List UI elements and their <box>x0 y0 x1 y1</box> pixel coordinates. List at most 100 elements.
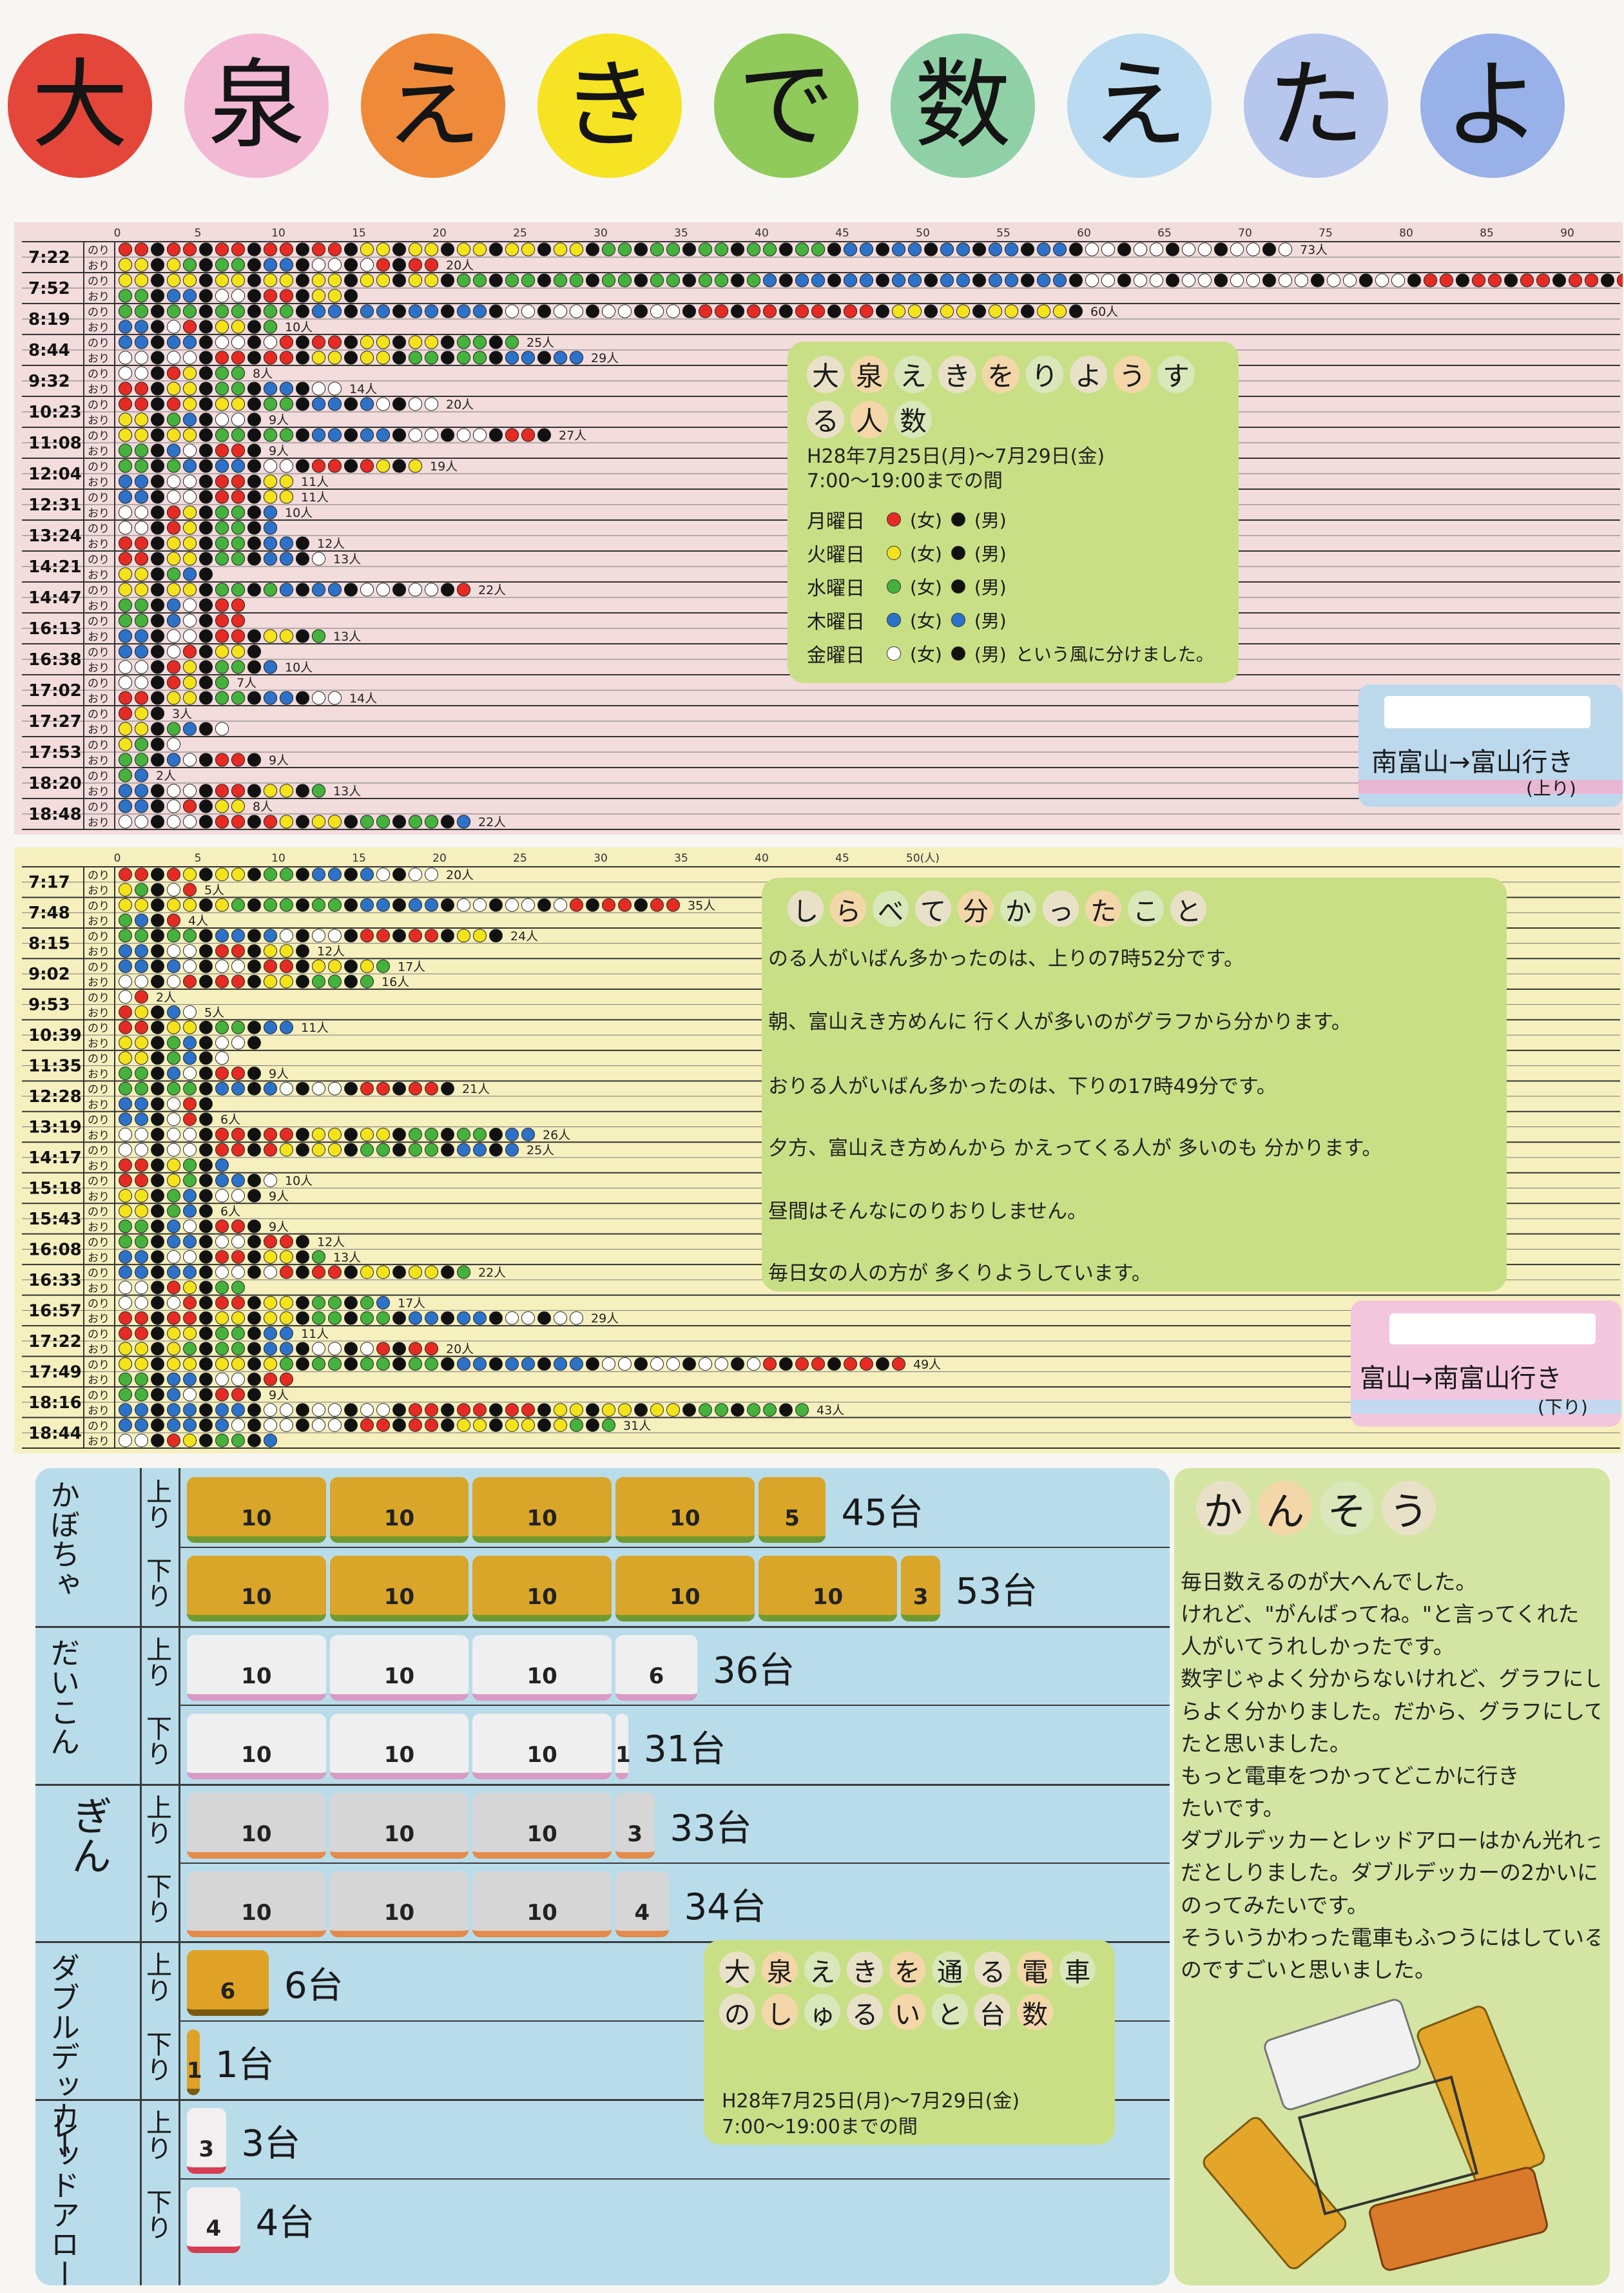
person-dot <box>247 691 262 705</box>
segment-count: 10 <box>383 1821 415 1847</box>
person-dot <box>521 351 536 365</box>
row-type-label: おり <box>88 817 110 829</box>
train-down-illustration: 富山→南富山行き (下り) <box>1351 1301 1621 1427</box>
person-dot <box>150 304 165 318</box>
person-dot <box>537 351 552 365</box>
person-dot <box>441 1403 454 1417</box>
person-dot <box>119 1051 132 1065</box>
person-dot <box>263 304 278 318</box>
person-dot <box>119 1081 132 1096</box>
person-dot <box>119 1403 132 1417</box>
time-label: 7:17 <box>28 873 70 893</box>
person-dot <box>343 304 358 318</box>
person-dot <box>279 273 294 287</box>
person-dot <box>392 929 406 943</box>
person-dot <box>119 1326 132 1340</box>
count-label: 3人 <box>172 707 192 721</box>
ridership-hours: 7:00〜19:00までの間 <box>807 470 1003 492</box>
segment-count: 10 <box>241 1742 272 1768</box>
person-dot <box>650 304 664 318</box>
row-type-label: おり <box>88 1190 110 1203</box>
person-dot <box>247 1342 261 1356</box>
person-dot <box>295 428 310 442</box>
person-dot <box>118 660 133 674</box>
person-dot <box>505 1418 519 1432</box>
direction-label: 下り <box>142 1557 171 1609</box>
person-dot <box>472 335 487 349</box>
ridership-title-char-2: え <box>894 356 932 393</box>
x-tick-label: 55 <box>996 227 1010 240</box>
vehicle-row-rule <box>179 2020 1170 2022</box>
person-dot <box>247 1372 261 1386</box>
count-label: 9人 <box>269 753 289 768</box>
count-label: 10人 <box>285 661 313 675</box>
person-dot <box>1552 273 1567 287</box>
person-dot <box>360 898 374 912</box>
vehicle-segment: 10 <box>187 1872 326 1937</box>
row-type-label: のり <box>88 770 110 783</box>
person-dot <box>215 552 229 566</box>
vehicle-segment: 1 <box>615 1714 631 1780</box>
legend-female-label: (女) <box>910 577 942 598</box>
person-dot <box>247 1081 261 1096</box>
count-label: 20人 <box>446 1342 474 1357</box>
person-dot <box>247 1174 261 1188</box>
person-dot <box>183 1005 197 1019</box>
person-dot <box>376 1265 390 1279</box>
person-dot <box>167 1235 180 1249</box>
person-dot <box>166 397 181 411</box>
person-dot <box>376 273 391 287</box>
person-dot <box>166 382 181 396</box>
person-dot <box>473 1357 487 1371</box>
person-dot <box>199 944 213 958</box>
person-dot <box>215 929 229 943</box>
ridership-title-char-4: を <box>982 356 1020 393</box>
person-dot <box>360 304 374 318</box>
person-dot <box>328 1403 342 1417</box>
person-dot <box>328 1311 342 1325</box>
person-dot <box>521 304 536 318</box>
ridership-legend-title: 大泉えきをりようする人数 <box>807 356 1226 438</box>
person-dot <box>198 397 213 411</box>
count-label: 6人 <box>220 1205 240 1219</box>
person-dot <box>231 1403 245 1417</box>
ridership-title-char-5: り <box>1026 356 1063 393</box>
vehicle-segment: 10 <box>187 1792 326 1859</box>
person-dot <box>263 521 278 535</box>
person-dot <box>360 1296 374 1310</box>
person-dot <box>118 505 133 519</box>
person-dot <box>295 304 310 318</box>
person-dot <box>167 913 180 927</box>
segment-count: 6 <box>648 1663 664 1689</box>
person-dot <box>940 304 954 318</box>
person-dot <box>215 1357 229 1371</box>
person-dot <box>1278 273 1293 287</box>
person-dot <box>167 1188 180 1203</box>
person-dot <box>167 1143 180 1157</box>
person-dot <box>264 929 277 943</box>
person-dot <box>247 974 261 989</box>
person-dot <box>392 898 406 912</box>
person-dot <box>263 691 278 705</box>
vehicle-total: 31台 <box>644 1728 726 1771</box>
person-dot <box>1197 242 1212 256</box>
person-dot <box>183 1326 197 1340</box>
person-dot <box>263 428 278 442</box>
person-dot <box>198 304 213 318</box>
person-dot <box>279 351 294 365</box>
person-dot <box>231 815 246 829</box>
person-dot <box>247 1219 261 1234</box>
person-dot <box>1455 273 1470 287</box>
person-dot <box>875 242 890 256</box>
person-dot <box>570 898 583 912</box>
person-dot <box>247 1066 261 1080</box>
person-dot <box>118 443 133 458</box>
time-label: 17:02 <box>28 681 82 701</box>
person-dot <box>650 1403 664 1417</box>
person-dot <box>166 289 181 303</box>
person-dot <box>182 289 197 303</box>
vehicle-segment: 10 <box>187 1634 326 1701</box>
person-dot <box>940 242 954 256</box>
person-dot <box>860 1357 873 1371</box>
person-dot <box>135 1235 148 1249</box>
